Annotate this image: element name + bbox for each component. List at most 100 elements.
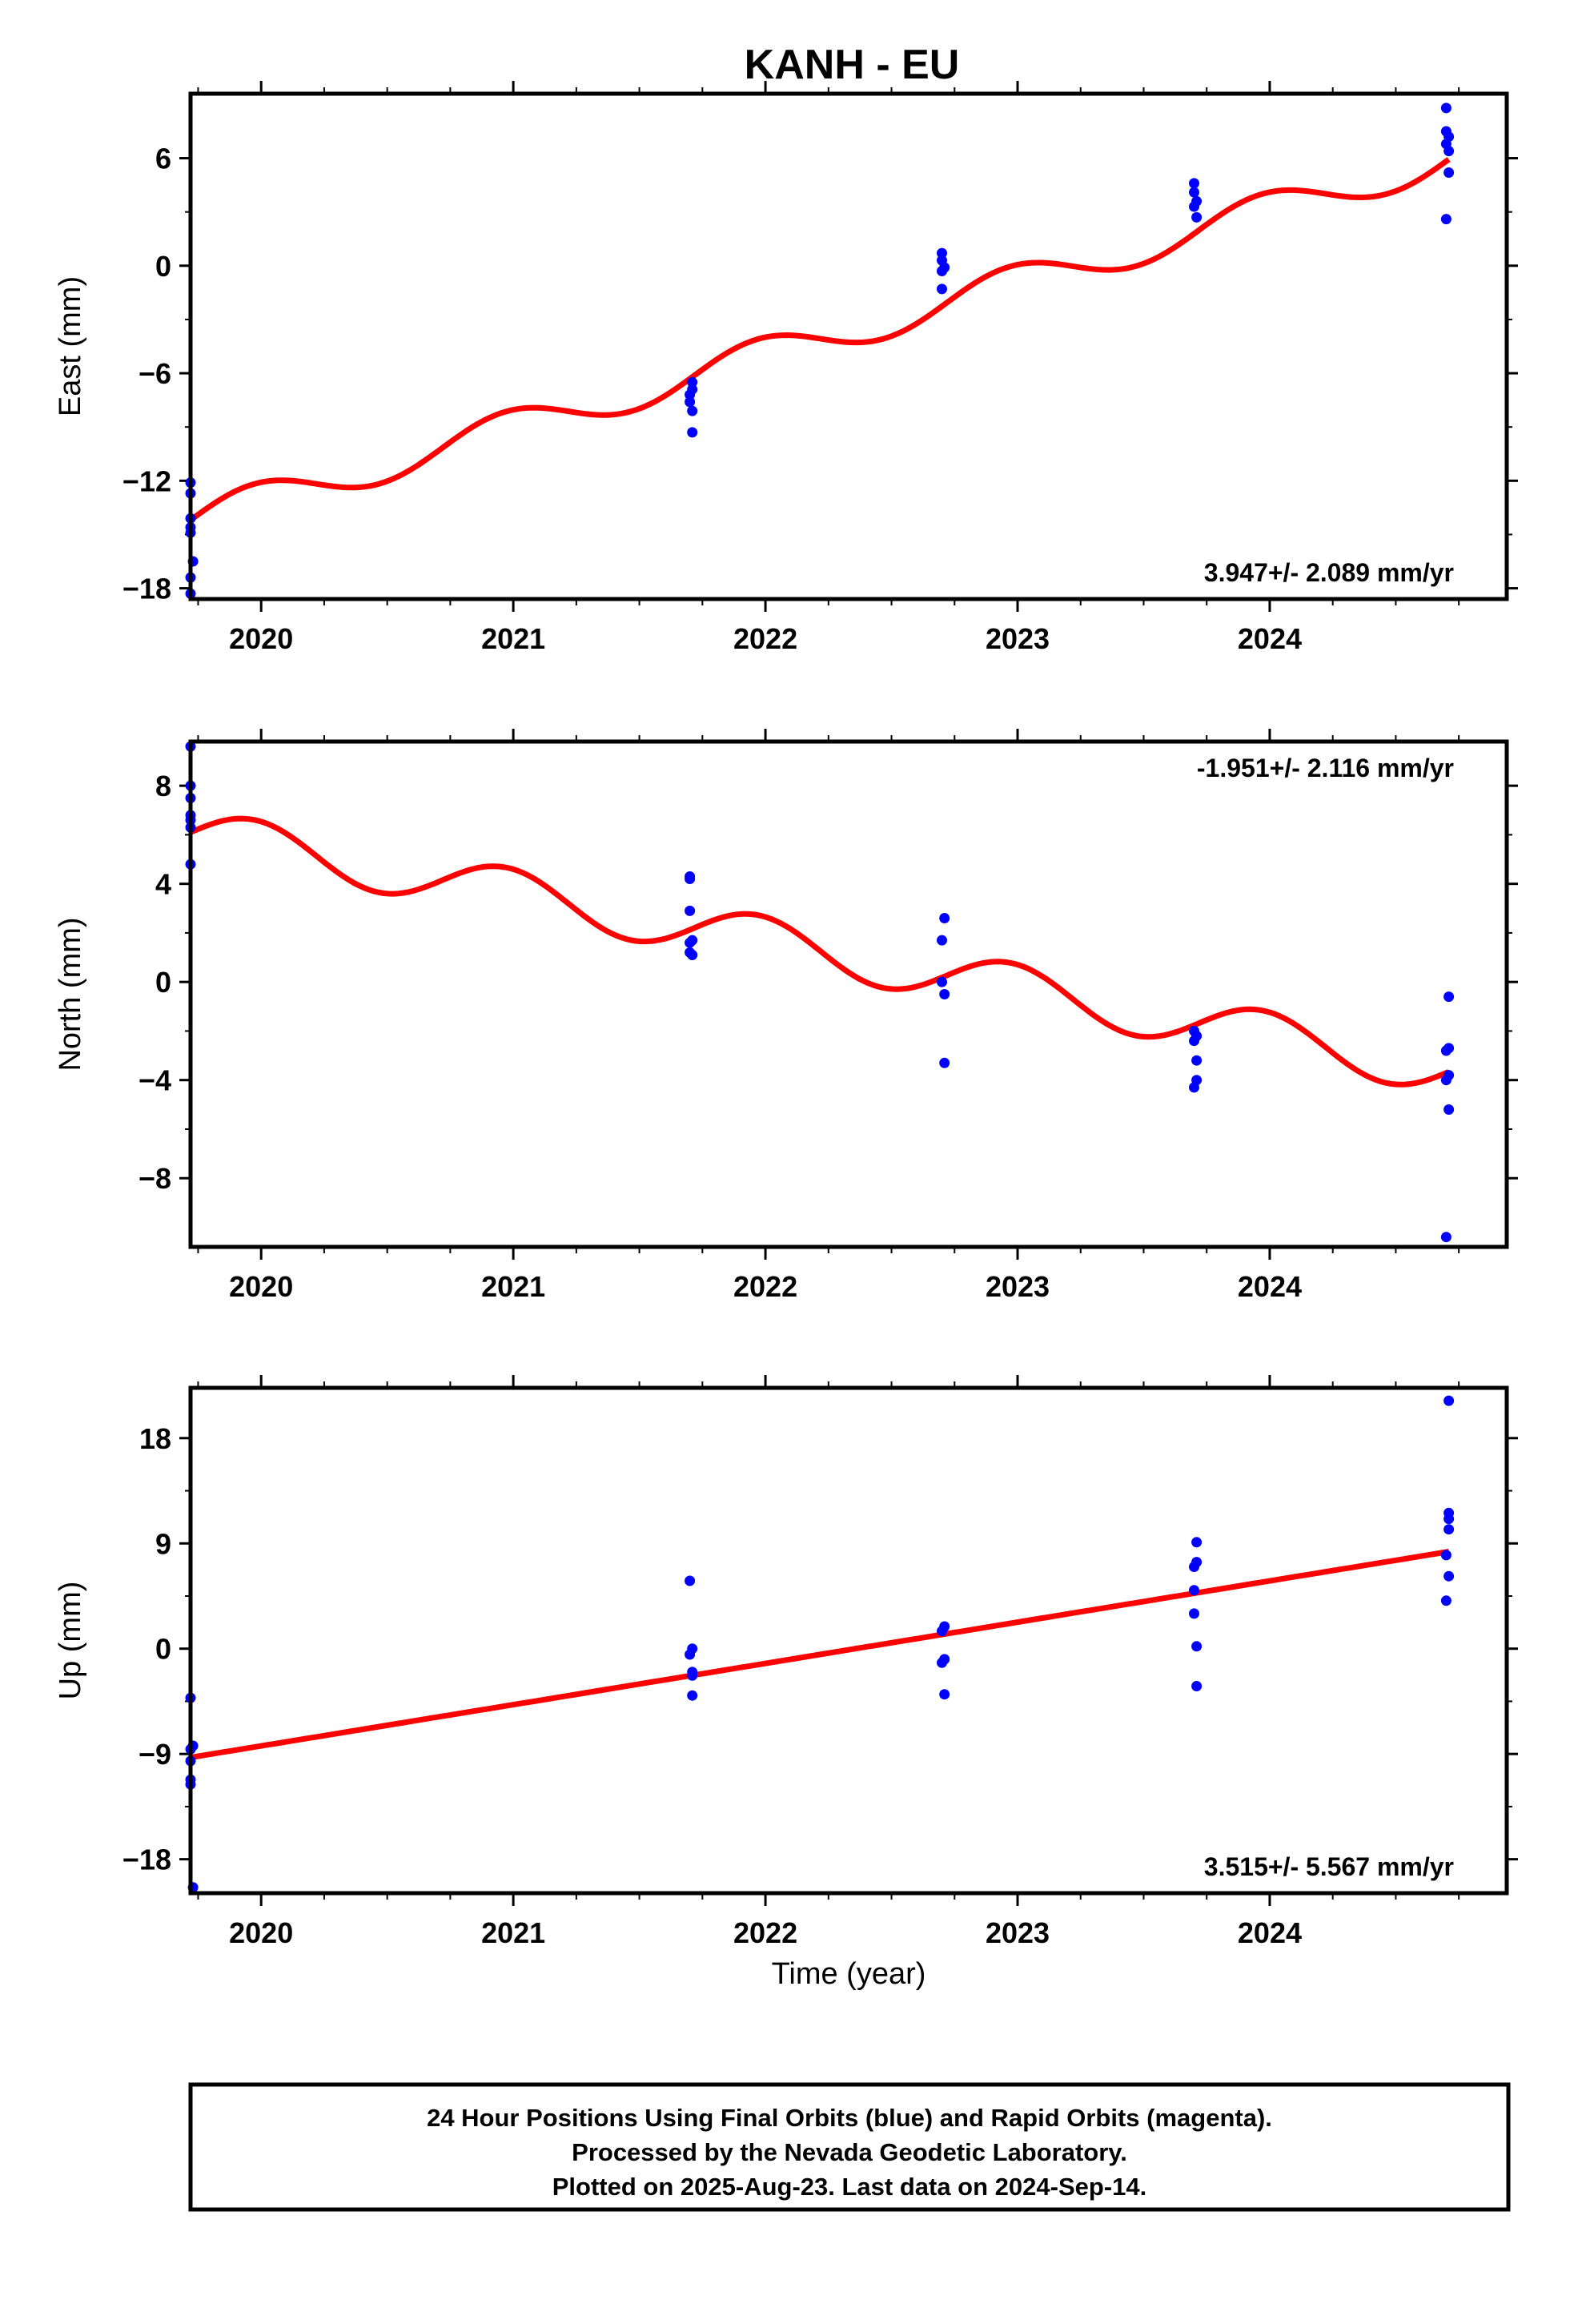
up-xtick-label: 2021 (481, 1916, 545, 1949)
north-data-point (939, 1057, 950, 1068)
east-data-point (687, 376, 698, 388)
north-trend-line (189, 815, 1450, 1088)
up-xtick-label: 2023 (986, 1916, 1050, 1949)
north-xtick-label: 2022 (733, 1270, 797, 1303)
east-data-point (1189, 178, 1199, 189)
up-data-point (1443, 1570, 1455, 1582)
north-data-point (1443, 991, 1455, 1003)
up-data-point (1189, 1585, 1199, 1596)
up-data-point (1191, 1641, 1203, 1652)
north-data-point (685, 905, 696, 916)
north-data-point (937, 976, 947, 987)
north-data-point (685, 947, 696, 958)
up-xlabel: Time (year) (772, 1957, 926, 1991)
footer-line-2: Processed by the Nevada Geodetic Laborat… (572, 2138, 1127, 2166)
up-data-point (937, 1626, 947, 1637)
up-ytick-label: 0 (155, 1633, 171, 1666)
up-data-point (687, 1690, 698, 1701)
footer-frame (188, 2082, 1511, 2212)
up-data-point (1191, 1681, 1203, 1691)
north-xtick-label: 2023 (986, 1270, 1050, 1303)
east-rate-text: 3.947+/- 2.089 mm/yr (1204, 558, 1454, 587)
up-ytick-label: 18 (139, 1422, 171, 1455)
east-xtick-label: 2022 (733, 622, 797, 655)
north-xtick-label: 2021 (481, 1270, 545, 1303)
east-xtick-label: 2023 (986, 622, 1050, 655)
north-data-point (939, 913, 950, 923)
chart-title: KANH - EU (745, 42, 960, 88)
up-data-point (687, 1670, 698, 1681)
east-data-point (937, 266, 947, 276)
east-ylabel: East (mm) (54, 276, 87, 416)
east-data-point (1440, 103, 1452, 114)
east-xtick-label: 2020 (229, 622, 293, 655)
east-data-point (685, 389, 696, 400)
up-data-point (1443, 1514, 1455, 1525)
up-data-point (1440, 1595, 1452, 1606)
east-data-point (1189, 187, 1199, 198)
up-ytick-label: −9 (139, 1738, 171, 1771)
north-data-point (1440, 1075, 1452, 1086)
footer-line-3: Plotted on 2025-Aug-23. Last data on 202… (552, 2173, 1146, 2201)
north-panel: −8 −4 0 4 8 2020 2021 2022 2023 2024 North (mm) -1.… (54, 729, 1518, 1303)
up-frame (188, 1385, 1509, 1896)
up-data-point (937, 1657, 947, 1668)
north-ytick-label: 8 (155, 770, 171, 802)
east-data-point (1443, 167, 1455, 178)
north-ytick-label: 4 (155, 868, 171, 901)
north-ytick-label: −4 (139, 1064, 171, 1097)
up-data-point (1191, 1537, 1203, 1548)
up-data-point (1189, 1562, 1199, 1572)
east-data-point (1189, 201, 1199, 212)
north-frame (188, 739, 1509, 1249)
east-ytick-label: 0 (155, 250, 171, 283)
east-trend-line (188, 157, 1451, 523)
east-data-point (1440, 214, 1452, 225)
east-xtick-label: 2021 (481, 622, 545, 655)
up-data-point (685, 1649, 696, 1660)
east-ytick-label: 6 (155, 143, 171, 175)
up-ytick-label: 9 (155, 1527, 171, 1560)
north-data-point (1189, 1082, 1199, 1093)
footer-line-1: 24 Hour Positions Using Final Orbits (bl… (427, 2104, 1272, 2132)
up-data-point (1443, 1395, 1455, 1406)
east-ytick-label: −6 (139, 357, 171, 390)
up-data-point (685, 1575, 696, 1586)
east-data-point (687, 405, 698, 416)
up-panel: −18 −9 0 9 18 2020 2021 2022 2023 2024 Up (mm) Time… (54, 1375, 1518, 1991)
east-data-point (1191, 211, 1203, 223)
north-data-point (1440, 1045, 1452, 1056)
north-ytick-label: −8 (139, 1162, 171, 1195)
footer-box: 24 Hour Positions Using Final Orbits (bl… (188, 2082, 1511, 2212)
north-data-point (1189, 1035, 1199, 1047)
north-data-point (1443, 1104, 1455, 1115)
east-frame (188, 91, 1509, 601)
up-rate-text: 3.515+/- 5.567 mm/yr (1204, 1852, 1454, 1881)
east-data-point (687, 427, 698, 438)
east-data-point (937, 283, 947, 295)
up-trend-line (190, 1549, 1450, 1761)
east-ytick-label: −12 (122, 464, 171, 497)
up-data-point (1189, 1608, 1199, 1619)
east-xtick-label: 2024 (1238, 622, 1302, 655)
north-ytick-label: 0 (155, 966, 171, 999)
up-data-point (939, 1689, 950, 1700)
north-data-point (1440, 1232, 1452, 1243)
north-ylabel: North (mm) (54, 917, 87, 1071)
up-xtick-label: 2020 (229, 1916, 293, 1949)
north-rate-text: -1.951+/- 2.116 mm/yr (1197, 754, 1454, 782)
east-ytick-label: −18 (122, 573, 171, 605)
north-data-point (685, 937, 696, 948)
north-data-point (939, 989, 950, 999)
up-ytick-label: −18 (122, 1844, 171, 1876)
east-data-point (685, 396, 696, 408)
east-data-point (1443, 146, 1455, 157)
north-data-point (1191, 1055, 1203, 1066)
north-xtick-label: 2020 (229, 1270, 293, 1303)
up-data-point (1440, 1550, 1452, 1561)
up-data-point (1443, 1524, 1455, 1535)
up-ylabel: Up (mm) (54, 1582, 87, 1700)
north-data-point (685, 874, 696, 884)
north-xtick-label: 2024 (1238, 1270, 1302, 1303)
